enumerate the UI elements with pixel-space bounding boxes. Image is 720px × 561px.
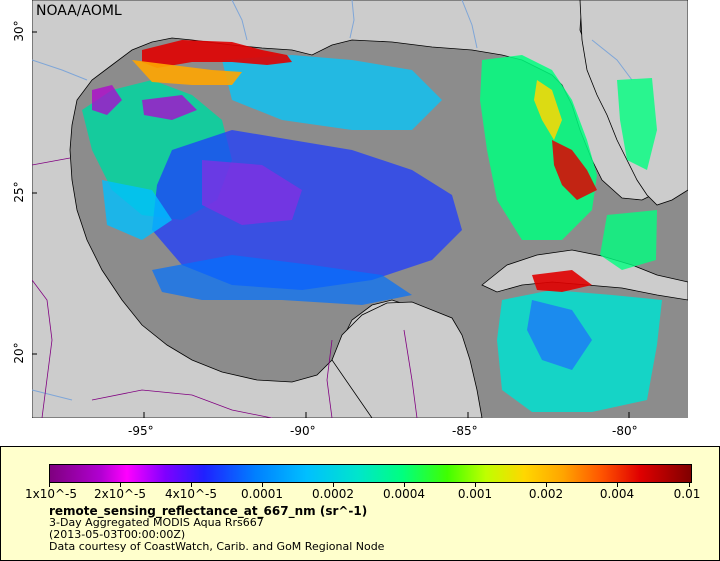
swath-florida-shelf bbox=[480, 55, 597, 240]
legend-product: 3-Day Aggregated MODIS Aqua Rrs667 bbox=[49, 516, 264, 529]
colorbar bbox=[49, 464, 692, 483]
map-credit-label: NOAA/AOML bbox=[36, 3, 122, 19]
swath-caribbean-blue bbox=[527, 300, 592, 370]
colorbar-label: 0.01 bbox=[673, 487, 701, 501]
swath-louisiana-coast-orange bbox=[132, 60, 242, 85]
rivers-layer bbox=[32, 0, 633, 401]
swath-west-cyan bbox=[102, 180, 172, 240]
reflectance-data-layer bbox=[82, 40, 662, 412]
swath-florida-coast-yellow bbox=[534, 80, 562, 140]
legend-courtesy: Data courtesy of CoastWatch, Carib. and … bbox=[49, 540, 385, 553]
colorbar-label: 4x10^-5 bbox=[164, 487, 218, 501]
swath-south-band bbox=[152, 255, 412, 305]
colorbar-label: 0.004 bbox=[599, 487, 635, 501]
lon-tick-label: -95° bbox=[128, 424, 154, 438]
swath-louisiana-coast-red bbox=[142, 40, 292, 68]
swath-east-florida-strait bbox=[600, 210, 657, 270]
lon-tick-label: -85° bbox=[452, 424, 478, 438]
legend-variable-name: remote_sensing_reflectance_at_667_nm (sr… bbox=[49, 504, 368, 518]
axis-ticks bbox=[32, 31, 630, 418]
lat-tick-label: 20° bbox=[12, 342, 26, 364]
lat-tick-label: 25° bbox=[12, 181, 26, 203]
colorbar-label: 2x10^-5 bbox=[93, 487, 147, 501]
map-frame[interactable]: NOAA/AOML bbox=[32, 0, 688, 418]
swath-cuba-coast-red bbox=[532, 270, 592, 292]
lon-tick-label: -80° bbox=[612, 424, 638, 438]
legend-date: (2013-05-03T00:00:00Z) bbox=[49, 528, 186, 541]
colorbar-label: 0.0004 bbox=[383, 487, 425, 501]
colorbar-label: 0.0001 bbox=[241, 487, 283, 501]
colorbar-label: 0.0002 bbox=[312, 487, 354, 501]
swath-texas-coast-purple bbox=[92, 85, 122, 115]
lat-tick-label: 30° bbox=[12, 20, 26, 42]
borders-layer bbox=[32, 157, 418, 418]
legend-panel: 1x10^-5 2x10^-5 4x10^-5 0.0001 0.0002 0.… bbox=[0, 446, 720, 561]
swath-florida-coast-red bbox=[552, 140, 597, 200]
colorbar-label: 0.001 bbox=[457, 487, 493, 501]
lon-tick-label: -90° bbox=[290, 424, 316, 438]
gulf-of-mexico-map bbox=[32, 0, 688, 418]
swath-north-central bbox=[222, 55, 442, 130]
colorbar-label: 1x10^-5 bbox=[24, 487, 78, 501]
swath-central-purple bbox=[202, 160, 302, 225]
swath-atlantic-florida bbox=[617, 78, 657, 170]
swath-north-purple bbox=[142, 95, 197, 120]
land-yucatan bbox=[331, 301, 483, 418]
legend-text-block: remote_sensing_reflectance_at_667_nm (sr… bbox=[49, 505, 384, 553]
colorbar-label: 0.002 bbox=[528, 487, 564, 501]
